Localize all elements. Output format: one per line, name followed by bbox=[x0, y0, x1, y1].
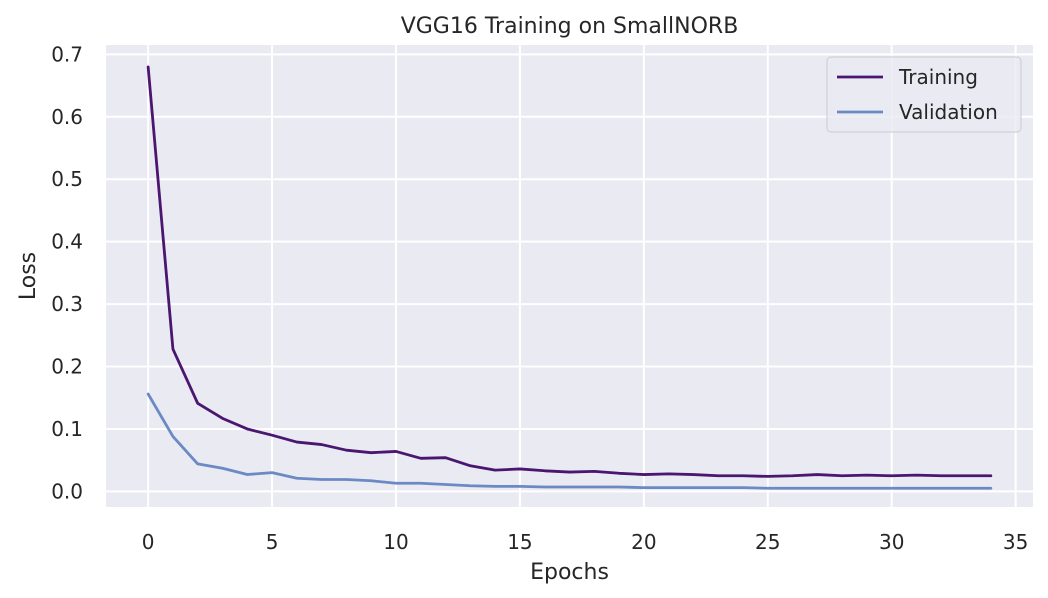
x-tick-label: 0 bbox=[142, 530, 155, 554]
legend-label-validation: Validation bbox=[899, 100, 998, 124]
x-tick-label: 20 bbox=[631, 530, 656, 554]
x-tick-label: 30 bbox=[879, 530, 904, 554]
x-tick-label: 5 bbox=[266, 530, 279, 554]
legend-label-training: Training bbox=[898, 65, 978, 89]
x-tick-label: 25 bbox=[755, 530, 780, 554]
legend: Training Validation bbox=[826, 56, 1022, 133]
y-tick-label: 0.0 bbox=[51, 479, 83, 503]
y-tick-label: 0.5 bbox=[51, 167, 83, 191]
y-tick-label: 0.3 bbox=[51, 292, 83, 316]
x-tick-label: 10 bbox=[383, 530, 408, 554]
y-tick-label: 0.7 bbox=[51, 42, 83, 66]
chart-title: VGG16 Training on SmallNORB bbox=[401, 14, 739, 39]
y-tick-label: 0.6 bbox=[51, 105, 83, 129]
x-tick-label: 15 bbox=[507, 530, 532, 554]
series-lines bbox=[146, 65, 993, 490]
y-tick-label: 0.1 bbox=[51, 417, 83, 441]
x-tick-label: 35 bbox=[1003, 530, 1028, 554]
y-axis-label: Loss bbox=[16, 252, 41, 300]
x-axis-ticks: 0 5 10 15 20 25 30 35 bbox=[142, 530, 1029, 554]
y-tick-label: 0.2 bbox=[51, 355, 83, 379]
y-tick-label: 0.4 bbox=[51, 230, 83, 254]
x-axis-label: Epochs bbox=[530, 560, 609, 585]
series-line-validation bbox=[146, 392, 993, 490]
series-line-training bbox=[146, 65, 993, 478]
y-axis-ticks: 0.0 0.1 0.2 0.3 0.4 0.5 0.6 0.7 bbox=[51, 42, 83, 503]
